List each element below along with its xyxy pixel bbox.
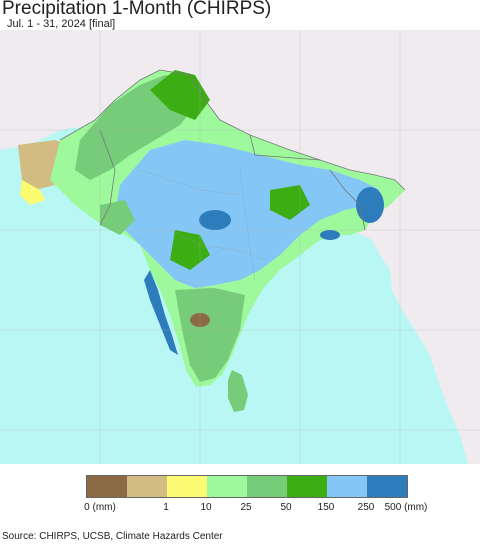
legend-bar <box>86 475 408 498</box>
legend-label-1: 1 <box>163 502 169 513</box>
country-borders <box>59 69 406 231</box>
legend-swatch-5 <box>287 476 327 497</box>
region-gujarat-green <box>100 200 135 235</box>
legend-swatch-0 <box>87 476 127 497</box>
legend-label-3: 25 <box>240 502 252 513</box>
legend-label-0: 0 (mm) <box>84 502 116 513</box>
outside-land-east <box>390 235 480 464</box>
legend-swatch-3 <box>207 476 247 497</box>
legend-swatch-4 <box>247 476 287 497</box>
source-note: Source: CHIRPS, UCSB, Climate Hazards Ce… <box>2 531 223 542</box>
legend-swatch-1 <box>127 476 167 497</box>
precipitation-map <box>0 30 480 464</box>
legend-label-6: 250 <box>357 502 375 513</box>
region-himalaya-green <box>150 70 210 120</box>
region-east-darkblue <box>320 230 340 240</box>
legend-labels: 0 (mm) 1 10 25 50 150 250 500 (mm) <box>0 502 480 516</box>
region-west-yellow <box>20 180 45 205</box>
legend-label-7: 500 (mm) <box>384 502 428 513</box>
region-sri-lanka <box>228 370 248 412</box>
legend-swatch-2 <box>167 476 207 497</box>
region-central-darkblue <box>199 210 231 230</box>
legend-swatch-6 <box>327 476 367 497</box>
legend-label-5: 150 <box>317 502 335 513</box>
legend-label-4: 50 <box>280 502 292 513</box>
map-subtitle: Jul. 1 - 31, 2024 [final] <box>7 18 116 30</box>
map-title: Precipitation 1-Month (CHIRPS) <box>2 0 272 19</box>
region-south-green <box>175 288 245 382</box>
graticule <box>0 30 480 464</box>
region-west-coast-darkblue <box>144 270 178 355</box>
outside-land-north <box>0 30 480 464</box>
legend-swatch-7 <box>367 476 407 497</box>
region-northeast-darkblue <box>356 187 384 223</box>
legend-label-2: 10 <box>200 502 212 513</box>
